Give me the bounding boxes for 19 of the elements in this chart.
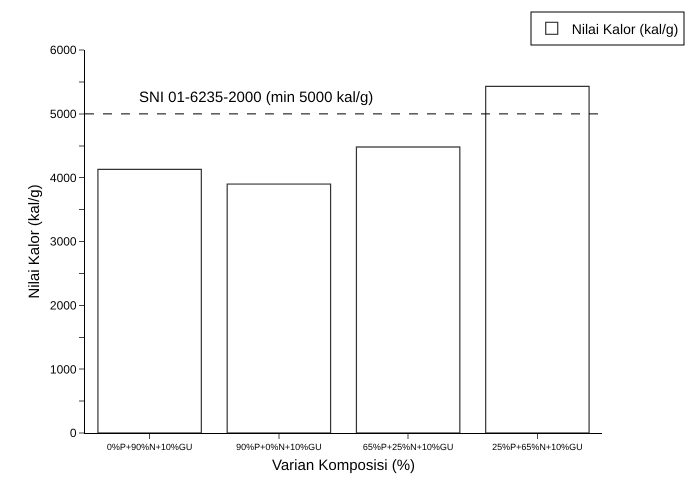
y-tick-label: 2000	[50, 298, 77, 313]
x-axis-title: Varian Komposisi (%)	[272, 456, 416, 474]
x-tick-label: 90%P+0%N+10%GU	[236, 442, 322, 452]
y-tick-label: 3000	[50, 234, 77, 249]
y-axis-title: Nilai Kalor (kal/g)	[26, 184, 44, 299]
bar	[356, 146, 460, 433]
x-tick-label: 25%P+65%N+10%GU	[492, 442, 583, 452]
y-tick-label: 4000	[50, 170, 77, 185]
ref-line-label: SNI 01-6235-2000 (min 5000 kal/g)	[139, 89, 374, 106]
bar	[226, 183, 332, 433]
y-tick-label: 6000	[50, 43, 77, 58]
x-tick-label: 65%P+25%N+10%GU	[362, 442, 454, 452]
legend-label: Nilai Kalor (kal/g)	[572, 20, 678, 37]
y-tick-label: 0	[70, 426, 77, 440]
x-tick-label: 0%P+90%N+10%GU	[106, 442, 192, 452]
bar	[485, 86, 590, 433]
y-tick-label: 5000	[50, 107, 77, 122]
bar	[97, 168, 202, 433]
y-tick-label: 1000	[50, 362, 77, 376]
